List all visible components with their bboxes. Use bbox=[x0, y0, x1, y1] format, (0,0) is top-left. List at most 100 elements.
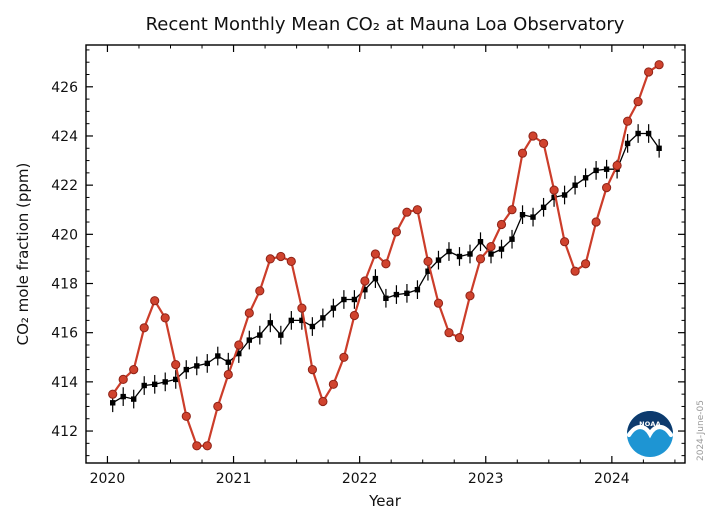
y-tick-label: 424 bbox=[51, 129, 78, 145]
trend_deseasonalized-point bbox=[498, 246, 505, 252]
monthly_mean-point bbox=[391, 227, 401, 237]
y-tick-label: 426 bbox=[51, 80, 78, 96]
trend_deseasonalized-point bbox=[383, 295, 389, 301]
monthly_mean-point bbox=[612, 160, 622, 171]
trend_deseasonalized-point bbox=[582, 175, 589, 181]
trend_deseasonalized-point bbox=[456, 253, 463, 260]
monthly_mean-point bbox=[591, 217, 601, 227]
y-tick-label: 414 bbox=[51, 375, 78, 391]
monthly_mean-point bbox=[276, 251, 286, 262]
monthly_mean-point bbox=[318, 396, 328, 407]
monthly_mean-point bbox=[192, 441, 202, 451]
monthly_mean-point bbox=[444, 328, 454, 338]
monthly_mean-point bbox=[528, 131, 538, 141]
monthly_mean-point bbox=[297, 303, 307, 313]
monthly_mean-point bbox=[570, 266, 580, 276]
trend_deseasonalized-point bbox=[635, 130, 641, 137]
trend_deseasonalized-point bbox=[120, 393, 126, 400]
monthly_mean-point bbox=[654, 60, 664, 70]
trend_deseasonalized-point bbox=[204, 360, 210, 367]
x-tick-label: 2023 bbox=[468, 471, 504, 487]
x-tick-label: 2021 bbox=[216, 471, 252, 487]
trend_deseasonalized-point bbox=[288, 317, 294, 324]
y-tick-label: 412 bbox=[51, 424, 78, 440]
trend_deseasonalized-point bbox=[372, 275, 379, 282]
trend_deseasonalized-point bbox=[446, 248, 452, 255]
trend_deseasonalized-point bbox=[603, 166, 610, 172]
monthly_mean-point bbox=[265, 254, 275, 264]
trend_deseasonalized-point bbox=[141, 382, 147, 389]
monthly_mean-point bbox=[507, 205, 517, 215]
monthly_mean-point bbox=[202, 441, 212, 451]
monthly_mean-point bbox=[433, 298, 444, 308]
trend_deseasonalized-point bbox=[236, 350, 242, 357]
noaa-logo-text: NOAA bbox=[639, 420, 661, 428]
y-tick-label: 420 bbox=[51, 227, 78, 243]
trend_deseasonalized-point bbox=[131, 396, 137, 402]
monthly_mean-point bbox=[118, 374, 128, 384]
trend_deseasonalized-point bbox=[519, 212, 526, 218]
trend_deseasonalized-point bbox=[425, 268, 431, 274]
monthly_mean-point bbox=[633, 97, 643, 107]
trend_deseasonalized-point bbox=[194, 363, 200, 369]
x-tick-label: 2024 bbox=[594, 471, 630, 487]
monthly_mean-point bbox=[539, 138, 549, 148]
trend_deseasonalized-point bbox=[414, 287, 421, 293]
trend_deseasonalized-point bbox=[309, 323, 316, 330]
trend_deseasonalized-point bbox=[267, 320, 273, 326]
monthly_mean-point bbox=[475, 254, 486, 264]
monthly_mean-point bbox=[328, 379, 338, 389]
monthly_mean-point bbox=[339, 352, 349, 362]
trend_deseasonalized-point bbox=[509, 236, 515, 242]
trend_deseasonalized-point bbox=[330, 305, 337, 311]
trend_deseasonalized-point bbox=[215, 353, 221, 359]
trend_deseasonalized-point bbox=[467, 251, 473, 257]
trend_deseasonalized-point bbox=[341, 296, 347, 303]
x-tick-label: 2022 bbox=[342, 471, 378, 487]
monthly_mean-point bbox=[602, 183, 612, 193]
monthly_mean-point bbox=[150, 296, 160, 306]
trend_deseasonalized-point bbox=[278, 332, 284, 338]
monthly_mean-line bbox=[111, 63, 660, 447]
monthly_mean-point bbox=[181, 411, 191, 421]
monthly_mean-point bbox=[307, 365, 317, 375]
monthly_mean-point bbox=[349, 310, 359, 321]
chart-title: Recent Monthly Mean CO₂ at Mauna Loa Obs… bbox=[146, 14, 625, 35]
monthly_mean-point bbox=[108, 389, 118, 399]
monthly_mean-point bbox=[560, 237, 570, 247]
trend_deseasonalized-point bbox=[351, 296, 358, 303]
monthly_mean-point bbox=[623, 116, 633, 126]
monthly_mean-point bbox=[234, 340, 244, 350]
monthly_mean-point bbox=[454, 333, 465, 343]
monthly_mean-point bbox=[223, 369, 233, 380]
monthly_mean-point bbox=[549, 185, 559, 195]
trend_deseasonalized-point bbox=[183, 366, 189, 373]
monthly_mean-point bbox=[381, 259, 391, 269]
plot-frame bbox=[85, 44, 686, 464]
trend_deseasonalized-point bbox=[225, 359, 231, 365]
monthly_mean-point bbox=[286, 256, 296, 266]
trend_deseasonalized-point bbox=[561, 192, 568, 198]
trend_deseasonalized-point bbox=[152, 381, 158, 387]
y-tick-label: 416 bbox=[51, 326, 78, 342]
monthly_mean-point bbox=[360, 276, 370, 286]
monthly_mean-point bbox=[496, 219, 507, 230]
trend_deseasonalized-point bbox=[173, 376, 179, 383]
x-axis-label: Year bbox=[368, 492, 402, 510]
monthly_mean-point bbox=[465, 291, 475, 301]
trend_deseasonalized-point bbox=[393, 291, 400, 298]
monthly_mean-point bbox=[423, 256, 433, 266]
monthly_mean-point bbox=[402, 207, 412, 217]
monthly_mean-point bbox=[171, 360, 181, 370]
monthly_mean-point bbox=[255, 286, 265, 296]
monthly_mean-point bbox=[517, 148, 528, 158]
y-tick-label: 418 bbox=[51, 277, 78, 293]
trend_deseasonalized-point bbox=[624, 140, 631, 147]
monthly_mean-point bbox=[160, 313, 170, 323]
monthly_mean-point bbox=[139, 323, 149, 333]
monthly_mean-point bbox=[370, 249, 380, 259]
monthly_mean-point bbox=[486, 242, 496, 252]
trend_deseasonalized-point bbox=[645, 130, 652, 137]
